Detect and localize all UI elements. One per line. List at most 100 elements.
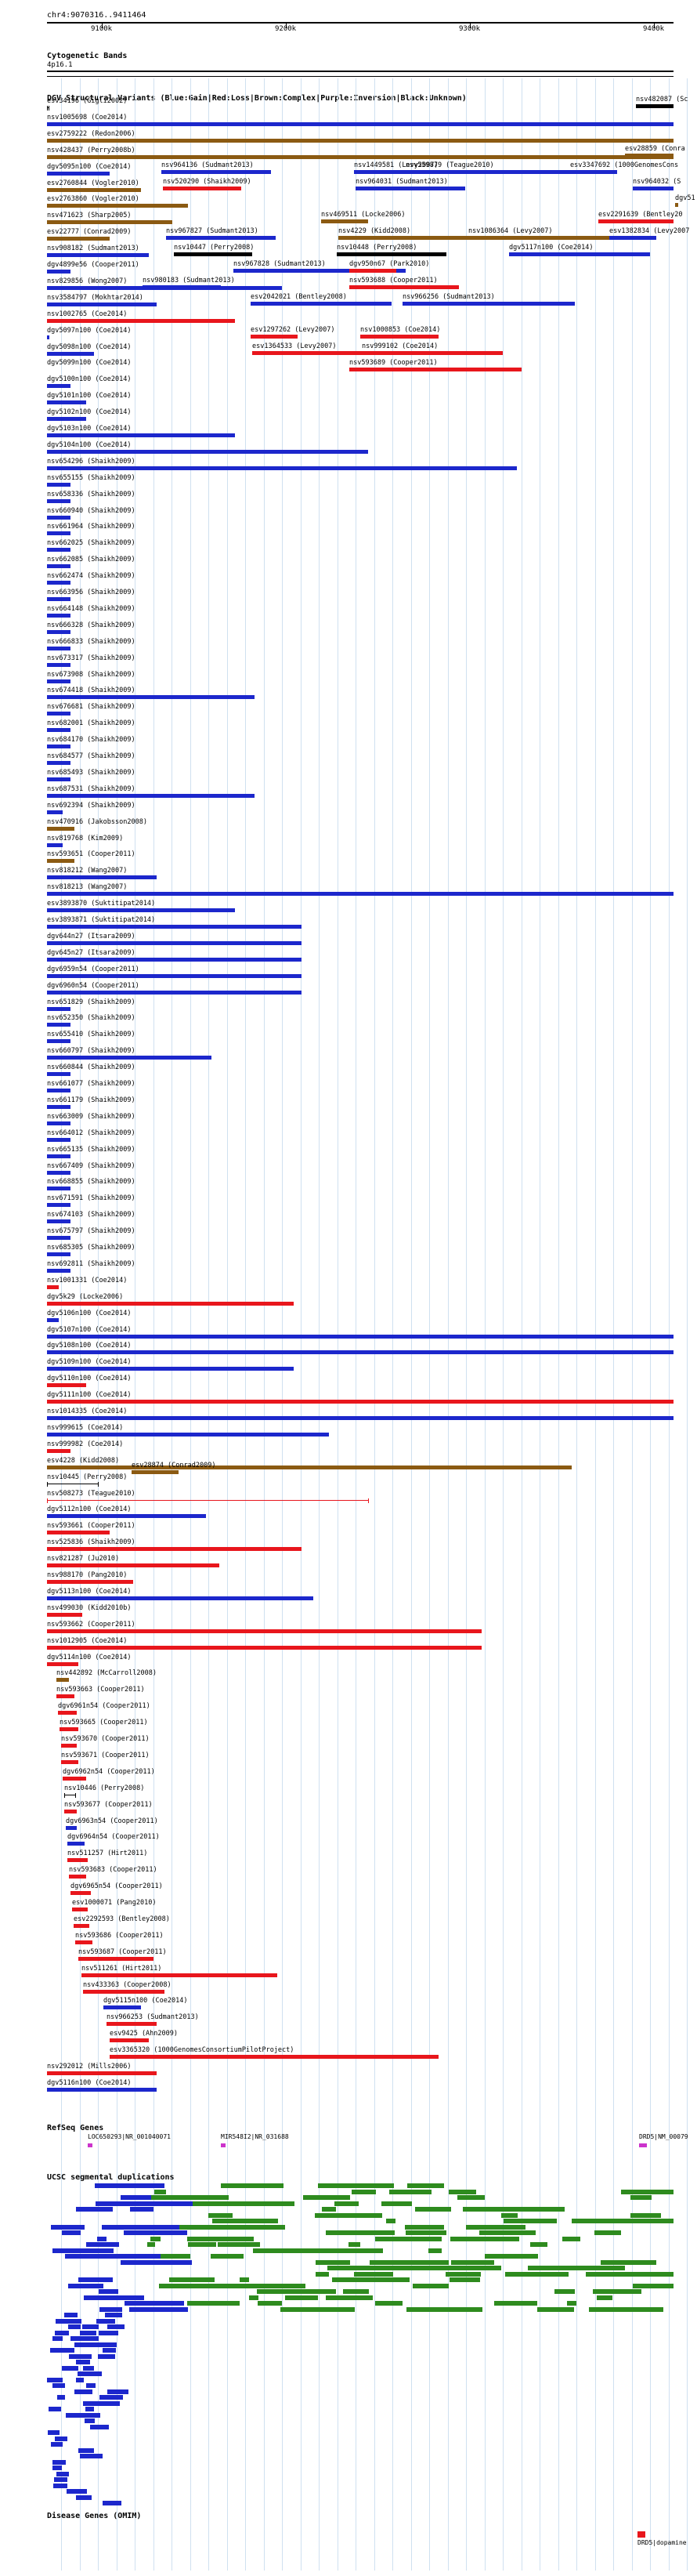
segdup-block[interactable] [244, 2219, 278, 2223]
segdup-block[interactable] [600, 2259, 656, 2265]
segdup-block[interactable] [316, 2271, 330, 2277]
variant-bar[interactable] [47, 1629, 482, 1633]
variant-bar[interactable] [47, 515, 70, 520]
segdup-block[interactable] [374, 2236, 442, 2241]
segdup-block[interactable] [404, 2224, 444, 2230]
segdup-block[interactable] [348, 2242, 360, 2247]
segdup-block[interactable] [369, 2259, 407, 2265]
variant-bar[interactable] [47, 908, 235, 913]
variant-bar[interactable] [633, 187, 674, 190]
segdup-block[interactable] [325, 2230, 395, 2235]
segdup-block[interactable] [52, 2459, 67, 2465]
variant-bar[interactable] [47, 433, 235, 437]
variant-bar[interactable] [47, 171, 110, 176]
variant-bar[interactable] [47, 1219, 70, 1224]
segdup-block[interactable] [510, 2207, 565, 2212]
variant-bar[interactable] [47, 892, 674, 897]
segdup-block[interactable] [208, 2212, 233, 2218]
variant-bar[interactable] [468, 236, 641, 240]
variant-bar[interactable] [47, 662, 70, 667]
variant-bar[interactable] [47, 107, 49, 108]
variant-bar[interactable] [47, 761, 70, 765]
variant-bar[interactable] [174, 252, 252, 256]
segdup-block[interactable] [89, 2424, 109, 2429]
segdup-block[interactable] [62, 2230, 81, 2235]
variant-bar[interactable] [47, 1531, 110, 1535]
segdup-block[interactable] [294, 2295, 318, 2300]
variant-bar[interactable] [47, 237, 110, 241]
variant-bar[interactable] [675, 203, 678, 207]
segdup-block[interactable] [99, 2400, 120, 2406]
segdup-block[interactable] [325, 2295, 373, 2300]
variant-bar[interactable] [47, 1350, 674, 1355]
segdup-block[interactable] [450, 2236, 520, 2241]
variant-bar[interactable] [47, 1499, 368, 1501]
variant-bar[interactable] [103, 2005, 141, 2010]
variant-bar[interactable] [47, 1432, 329, 1437]
segdup-block[interactable] [406, 2230, 447, 2235]
variant-bar[interactable] [47, 826, 74, 831]
segdup-block[interactable] [128, 2306, 188, 2312]
variant-bar[interactable] [356, 187, 465, 190]
segdup-block[interactable] [78, 2371, 88, 2376]
variant-bar[interactable] [403, 302, 575, 306]
segdup-block[interactable] [80, 2330, 96, 2335]
variant-bar[interactable] [47, 564, 70, 569]
variant-bar[interactable] [47, 1416, 674, 1420]
variant-bar[interactable] [47, 990, 302, 995]
refseq-gene[interactable] [639, 2143, 647, 2147]
segdup-block[interactable] [503, 2219, 557, 2223]
segdup-block[interactable] [500, 2212, 518, 2218]
variant-bar[interactable] [47, 1203, 70, 1208]
segdup-block[interactable] [630, 2195, 652, 2200]
segdup-block[interactable] [385, 2219, 395, 2223]
variant-bar[interactable] [61, 1759, 78, 1764]
variant-bar[interactable] [47, 121, 674, 126]
segdup-block[interactable] [62, 2365, 78, 2371]
segdup-block[interactable] [83, 2371, 103, 2376]
segdup-block[interactable] [218, 2242, 260, 2247]
variant-bar[interactable] [47, 1006, 70, 1011]
segdup-block[interactable] [52, 2383, 66, 2388]
segdup-block[interactable] [47, 2377, 63, 2382]
variant-bar[interactable] [47, 1317, 59, 1322]
variant-bar[interactable] [67, 1858, 88, 1863]
variant-bar[interactable] [67, 1842, 85, 1846]
segdup-block[interactable] [178, 2224, 215, 2230]
variant-bar[interactable] [47, 629, 70, 634]
segdup-block[interactable] [620, 2189, 674, 2194]
segdup-block[interactable] [537, 2306, 575, 2312]
variant-bar[interactable] [47, 2071, 157, 2075]
segdup-block[interactable] [74, 2389, 92, 2394]
segdup-block[interactable] [428, 2248, 442, 2253]
variant-bar[interactable] [47, 1023, 70, 1027]
segdup-block[interactable] [84, 2295, 144, 2300]
variant-bar[interactable] [47, 925, 302, 929]
variant-bar[interactable] [47, 400, 86, 405]
variant-bar[interactable] [47, 1121, 70, 1125]
variant-bar[interactable] [47, 1236, 70, 1241]
segdup-block[interactable] [292, 2289, 337, 2294]
variant-bar[interactable] [47, 940, 302, 945]
variant-bar[interactable] [63, 1776, 86, 1781]
segdup-block[interactable] [121, 2195, 161, 2200]
variant-bar[interactable] [74, 1923, 89, 1928]
variant-bar[interactable] [47, 712, 70, 716]
segdup-block[interactable] [193, 2201, 263, 2206]
segdup-block[interactable] [107, 2389, 129, 2394]
segdup-block[interactable] [95, 2183, 165, 2188]
segdup-block[interactable] [62, 2348, 74, 2353]
variant-bar[interactable] [47, 1612, 82, 1617]
variant-bar[interactable] [251, 302, 392, 306]
variant-bar[interactable] [66, 1825, 77, 1830]
segdup-block[interactable] [317, 2183, 362, 2188]
variant-bar[interactable] [47, 1580, 133, 1584]
segdup-block[interactable] [187, 2242, 217, 2247]
segdup-block[interactable] [415, 2207, 452, 2212]
segdup-block[interactable] [50, 2348, 64, 2353]
variant-bar[interactable] [509, 252, 650, 256]
variant-bar[interactable] [47, 1514, 206, 1519]
variant-bar[interactable] [47, 220, 172, 225]
